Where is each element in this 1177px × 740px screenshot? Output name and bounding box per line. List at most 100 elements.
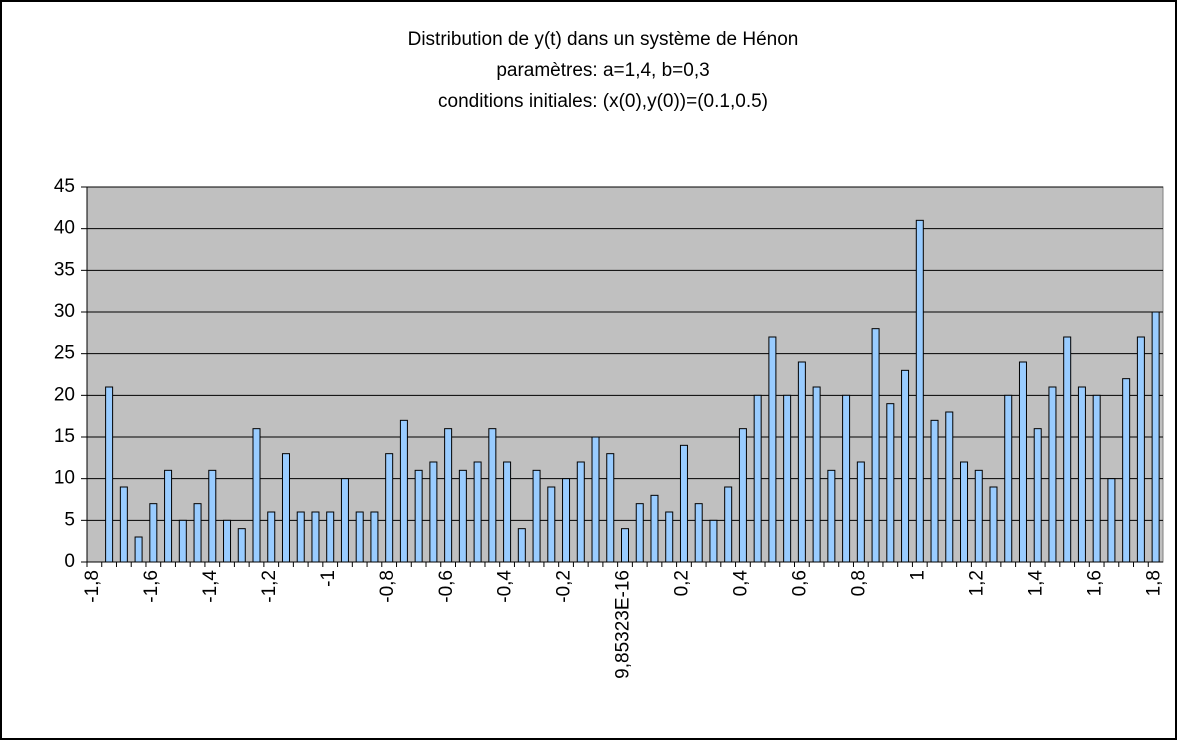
x-tick-label: -1,8 xyxy=(82,570,103,603)
x-tick-label: -1,2 xyxy=(259,570,280,603)
x-tick-label: -0,2 xyxy=(554,570,575,603)
bar xyxy=(591,436,600,563)
bar xyxy=(1136,336,1145,563)
x-tick-label: 0,6 xyxy=(790,570,811,596)
bar xyxy=(223,519,232,563)
bar xyxy=(458,469,467,563)
y-tick-label: 40 xyxy=(54,218,75,239)
x-tick-label: -0,8 xyxy=(377,570,398,603)
bar xyxy=(370,511,379,563)
bar xyxy=(119,486,128,563)
bar xyxy=(267,511,276,563)
bar xyxy=(517,528,526,563)
bar xyxy=(1048,386,1057,563)
bar xyxy=(208,469,217,563)
y-tick-label: 10 xyxy=(54,468,75,489)
bar xyxy=(281,453,290,563)
y-tick-label: 35 xyxy=(54,259,75,280)
bar xyxy=(503,461,512,563)
y-tick-label: 15 xyxy=(54,426,75,447)
x-tick-label: 1,8 xyxy=(1143,570,1164,596)
x-tick-label: 0,8 xyxy=(848,570,869,596)
bar xyxy=(444,428,453,563)
bar xyxy=(1063,336,1072,563)
bar xyxy=(576,461,585,563)
bar xyxy=(311,511,320,563)
chart-subtitle: paramètres: a=1,4, b=0,3 xyxy=(496,60,709,81)
bar xyxy=(414,469,423,563)
bar xyxy=(724,486,733,563)
bar xyxy=(856,461,865,563)
chart-title: Distribution de y(t) dans un système de … xyxy=(408,29,799,50)
bar xyxy=(930,419,939,563)
bar xyxy=(621,528,629,563)
bar xyxy=(1122,378,1131,563)
x-tick-label: -0,6 xyxy=(436,570,457,603)
bar xyxy=(915,219,924,563)
x-tick-label: -1,6 xyxy=(141,570,162,603)
bar xyxy=(665,511,674,563)
bar xyxy=(1092,394,1101,563)
bar xyxy=(473,461,482,563)
bar xyxy=(827,469,836,563)
x-tick-label: 1,2 xyxy=(966,570,987,596)
bar xyxy=(1004,394,1013,563)
bar xyxy=(812,386,821,563)
bar xyxy=(178,519,187,563)
bar xyxy=(1151,311,1160,563)
bar xyxy=(989,486,998,563)
bar xyxy=(326,511,335,563)
bar xyxy=(945,411,954,563)
x-tick-label: 0,2 xyxy=(672,570,693,596)
bar xyxy=(606,453,615,563)
bar xyxy=(193,503,202,563)
bar xyxy=(399,419,408,563)
x-tick-label: 1 xyxy=(907,570,928,581)
bar xyxy=(871,328,880,563)
bar xyxy=(635,503,644,563)
bar xyxy=(134,536,143,563)
y-tick-label: 25 xyxy=(54,343,75,364)
bar xyxy=(974,469,983,563)
bar xyxy=(149,503,158,563)
bar xyxy=(237,528,246,563)
bar xyxy=(709,519,718,563)
bar xyxy=(842,394,851,563)
bar xyxy=(1033,428,1042,563)
bar xyxy=(738,428,747,563)
y-tick-label: 0 xyxy=(64,551,75,572)
y-tick-label: 45 xyxy=(54,176,75,197)
bar xyxy=(164,469,173,563)
x-tick-label: 1,4 xyxy=(1025,570,1046,597)
bar xyxy=(901,369,910,563)
plot-area xyxy=(86,186,1164,563)
x-tick-label: 0,4 xyxy=(731,570,752,597)
y-tick-label: 20 xyxy=(54,384,75,405)
bar xyxy=(960,461,969,563)
bar xyxy=(1077,386,1086,563)
y-tick-label: 30 xyxy=(54,301,75,322)
bar xyxy=(1018,361,1027,563)
bar xyxy=(296,511,305,563)
bar xyxy=(105,386,114,563)
bar xyxy=(1107,478,1116,563)
bar xyxy=(547,486,556,563)
bar xyxy=(768,336,777,563)
bar xyxy=(753,394,762,563)
bar xyxy=(783,394,792,563)
bar xyxy=(562,478,571,563)
bar xyxy=(797,361,806,563)
y-tick-label: 5 xyxy=(64,509,75,530)
bar xyxy=(694,503,703,563)
bar xyxy=(340,478,349,563)
chart-subtitle: conditions initiales: (x(0),y(0))=(0.1,0… xyxy=(438,91,768,112)
bar xyxy=(429,461,438,563)
x-tick-label: -0,4 xyxy=(495,570,516,603)
x-tick-label: -1,4 xyxy=(200,570,221,603)
bar xyxy=(355,511,364,563)
bar xyxy=(886,403,895,563)
bar xyxy=(385,453,394,563)
bar xyxy=(252,428,261,563)
bar xyxy=(679,444,688,563)
